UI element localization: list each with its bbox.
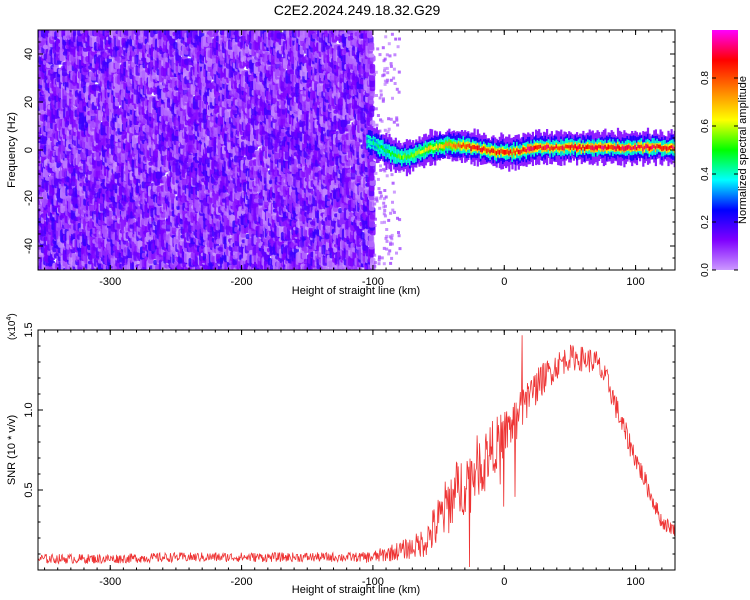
heatmap-cell [96,180,102,185]
heatmap-cell [43,44,49,50]
heatmap-cell [104,121,110,127]
heatmap-cells [38,30,675,270]
figure-title: C2E2.2024.249.18.32.G29 [274,2,441,18]
